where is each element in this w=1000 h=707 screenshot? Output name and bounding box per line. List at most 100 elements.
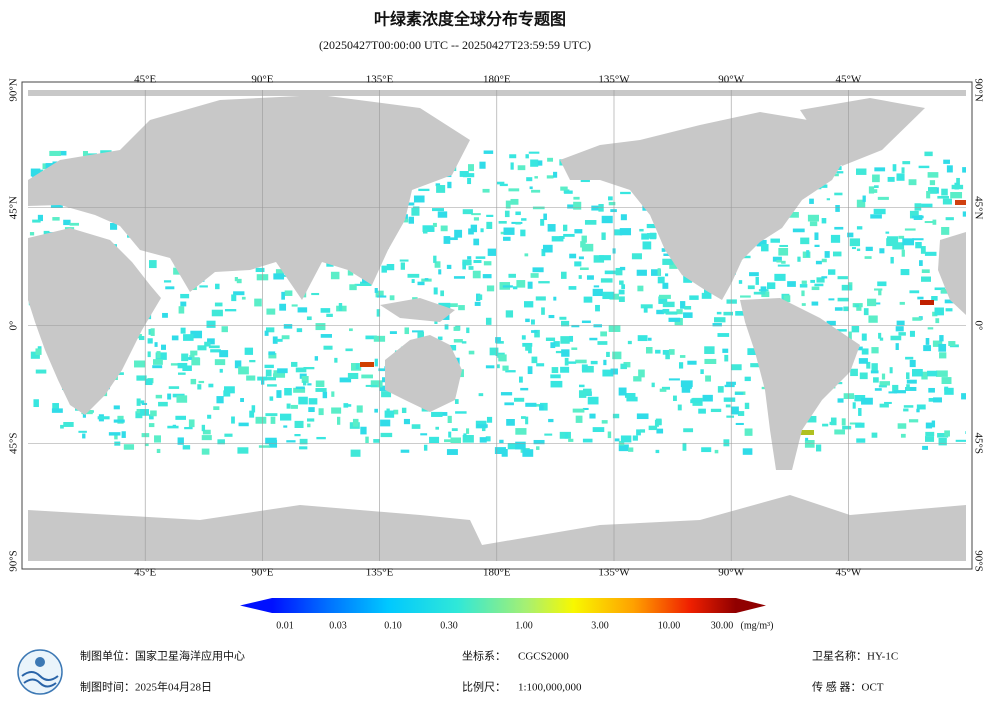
coverage-patch — [483, 150, 494, 154]
lat-label-left: 90°N — [8, 78, 20, 101]
coverage-patch — [273, 373, 282, 377]
coverage-patch — [962, 167, 966, 173]
coverage-patch — [620, 363, 627, 370]
coverage-patch — [662, 308, 670, 314]
colorbar-low-arrow — [240, 598, 272, 613]
coverage-patch — [924, 436, 935, 442]
coverage-patch — [455, 411, 467, 414]
north-america — [560, 112, 850, 300]
coverage-patch — [657, 268, 661, 276]
coverage-patch — [270, 416, 276, 424]
lon-label-bottom: 180°E — [483, 567, 511, 579]
coverage-patch — [700, 369, 704, 375]
coverage-patch — [841, 284, 852, 291]
coverage-patch — [712, 323, 722, 327]
coverage-patch — [389, 331, 397, 334]
coverage-patch — [156, 351, 161, 359]
coverage-patch — [374, 408, 378, 413]
coverage-patch — [299, 438, 308, 445]
coverage-patch — [673, 395, 677, 402]
coverage-patch — [591, 205, 600, 211]
coverage-patch — [496, 364, 500, 369]
coverage-patch — [606, 351, 610, 357]
coverage-patch — [668, 378, 680, 381]
coverage-patch — [303, 366, 315, 370]
coverage-patch — [601, 232, 606, 240]
coverage-patch — [541, 248, 546, 257]
coverage-patch — [527, 366, 533, 375]
coverage-patch — [927, 327, 934, 330]
coverage-patch — [197, 345, 207, 351]
coverage-patch — [276, 338, 283, 342]
coverage-patch — [895, 326, 904, 332]
coverage-patch — [512, 286, 518, 290]
coverage-patch — [868, 315, 878, 323]
coverage-patch — [938, 343, 947, 352]
coverage-patch — [575, 415, 583, 423]
lat-label-right: 45°S — [972, 432, 984, 454]
coverage-patch — [676, 309, 683, 315]
coverage-patch — [567, 361, 577, 364]
coverage-patch — [900, 269, 910, 276]
coverage-patch — [376, 309, 381, 317]
coverage-patch — [509, 154, 517, 159]
lat-label-left: 45°S — [8, 432, 20, 454]
lon-label-top: 45°E — [134, 74, 156, 86]
coverage-patch — [494, 447, 506, 455]
coverage-patch — [749, 272, 759, 277]
coverage-patch — [619, 266, 626, 271]
coverage-patch — [608, 196, 613, 201]
coverage-patch — [744, 428, 753, 436]
coverage-patch — [284, 290, 293, 296]
coverage-patch — [69, 222, 80, 226]
coverage-patch — [155, 352, 167, 360]
coverage-patch — [531, 189, 541, 193]
coverage-patch — [246, 375, 256, 381]
coverage-patch — [187, 357, 192, 360]
coverage-patch — [892, 384, 899, 393]
coverage-patch — [403, 218, 409, 223]
coverage-patch — [914, 203, 922, 211]
colorbar — [272, 598, 736, 613]
coverage-patch — [710, 408, 722, 413]
coverage-patch — [832, 251, 842, 257]
coverage-patch — [788, 211, 799, 218]
coverage-patch — [836, 171, 844, 174]
coverage-patch — [801, 303, 806, 306]
coverage-patch — [522, 449, 534, 457]
coverage-patch — [450, 437, 462, 444]
coverage-patch — [656, 428, 664, 434]
coverage-patch — [386, 263, 395, 271]
coverage-patch — [568, 286, 577, 290]
coverage-patch — [941, 377, 952, 384]
coverage-patch — [303, 380, 307, 386]
coverage-patch — [961, 393, 966, 400]
coverage-patch — [863, 308, 869, 316]
lon-label-bottom: 45°E — [134, 567, 156, 579]
coverage-patch — [621, 284, 626, 289]
coverage-patch — [614, 438, 620, 442]
coverage-patch — [502, 365, 509, 371]
coverage-patch — [306, 316, 312, 321]
coverage-patch — [59, 150, 67, 156]
coverage-patch — [714, 449, 719, 454]
coverage-patch — [365, 335, 377, 340]
coverage-patch — [462, 259, 472, 266]
coverage-patch — [108, 432, 121, 436]
colorbar-unit: (mg/m³) — [741, 620, 774, 631]
coverage-patch — [380, 432, 393, 438]
coverage-patch — [136, 398, 141, 406]
coverage-patch — [661, 386, 671, 390]
coverage-patch — [601, 420, 608, 424]
coverage-patch — [618, 387, 627, 396]
coverage-patch — [928, 397, 937, 402]
coverage-patch — [434, 261, 441, 268]
coverage-patch — [814, 232, 819, 240]
coverage-patch — [651, 382, 655, 388]
coverage-patch — [669, 261, 678, 269]
footer-value: 国家卫星海洋应用中心 — [135, 649, 245, 663]
coverage-patch — [604, 270, 616, 275]
coverage-patch — [286, 440, 296, 443]
coverage-patch — [924, 221, 934, 224]
